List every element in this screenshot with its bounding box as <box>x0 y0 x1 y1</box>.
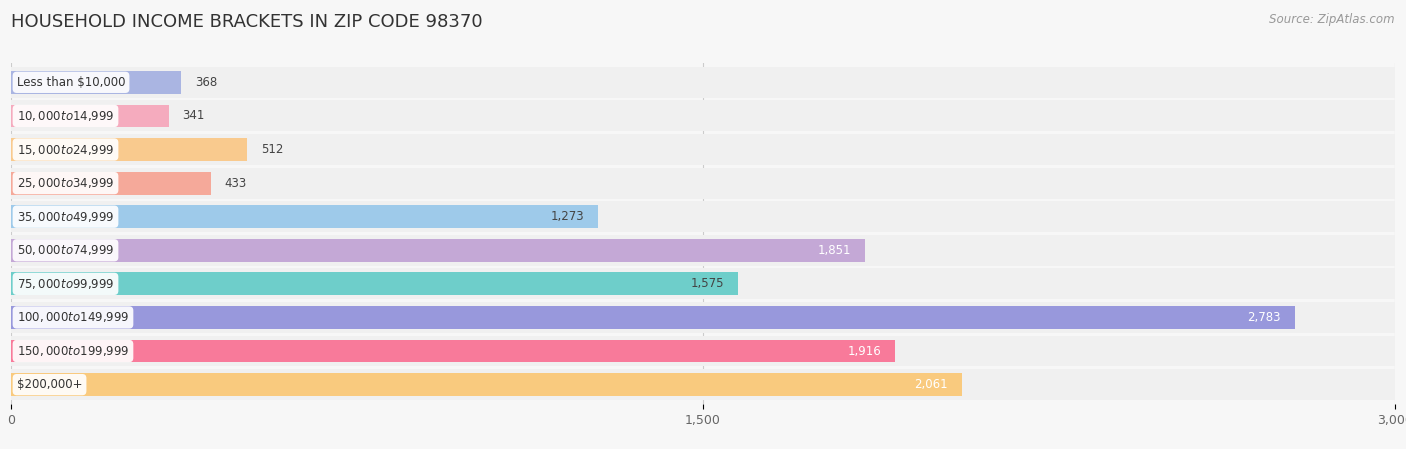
Text: HOUSEHOLD INCOME BRACKETS IN ZIP CODE 98370: HOUSEHOLD INCOME BRACKETS IN ZIP CODE 98… <box>11 13 482 31</box>
Text: 1,575: 1,575 <box>690 277 724 291</box>
Text: 433: 433 <box>225 176 247 189</box>
Text: 1,851: 1,851 <box>817 244 851 257</box>
Bar <box>11 134 1395 165</box>
Bar <box>11 269 1395 299</box>
Text: $10,000 to $14,999: $10,000 to $14,999 <box>17 109 114 123</box>
Bar <box>599 205 1395 228</box>
Text: 2,783: 2,783 <box>1247 311 1281 324</box>
Bar <box>11 339 1395 362</box>
Bar <box>11 335 1395 366</box>
Text: $200,000+: $200,000+ <box>17 378 83 391</box>
Bar <box>11 138 1395 161</box>
Text: 1,916: 1,916 <box>848 344 882 357</box>
Bar <box>247 138 1395 161</box>
Text: 512: 512 <box>262 143 284 156</box>
Bar <box>169 105 1395 128</box>
Bar <box>11 369 1395 400</box>
Bar <box>11 101 1395 132</box>
Bar <box>738 273 1395 295</box>
Text: $150,000 to $199,999: $150,000 to $199,999 <box>17 344 129 358</box>
Bar <box>1295 306 1395 329</box>
Text: $25,000 to $34,999: $25,000 to $34,999 <box>17 176 114 190</box>
Text: $100,000 to $149,999: $100,000 to $149,999 <box>17 310 129 325</box>
Text: $50,000 to $74,999: $50,000 to $74,999 <box>17 243 114 257</box>
Bar <box>894 339 1395 362</box>
Text: $75,000 to $99,999: $75,000 to $99,999 <box>17 277 114 291</box>
Bar <box>865 239 1395 262</box>
Bar <box>11 273 1395 295</box>
Bar <box>11 306 1395 329</box>
Bar <box>11 205 1395 228</box>
Bar <box>11 373 1395 396</box>
Bar <box>11 105 1395 128</box>
Bar <box>11 172 1395 194</box>
Bar <box>181 71 1395 94</box>
Bar <box>11 167 1395 198</box>
Bar <box>11 302 1395 333</box>
Text: 1,273: 1,273 <box>551 210 585 223</box>
Bar <box>962 373 1395 396</box>
Bar <box>11 201 1395 232</box>
Bar <box>11 235 1395 266</box>
Text: 341: 341 <box>183 110 205 123</box>
Bar <box>11 71 1395 94</box>
Text: $15,000 to $24,999: $15,000 to $24,999 <box>17 142 114 157</box>
Bar <box>11 67 1395 98</box>
Text: 2,061: 2,061 <box>914 378 948 391</box>
Bar <box>11 239 1395 262</box>
Text: $35,000 to $49,999: $35,000 to $49,999 <box>17 210 114 224</box>
Text: 368: 368 <box>195 76 217 89</box>
Bar <box>211 172 1395 194</box>
Text: Less than $10,000: Less than $10,000 <box>17 76 125 89</box>
Text: Source: ZipAtlas.com: Source: ZipAtlas.com <box>1270 13 1395 26</box>
